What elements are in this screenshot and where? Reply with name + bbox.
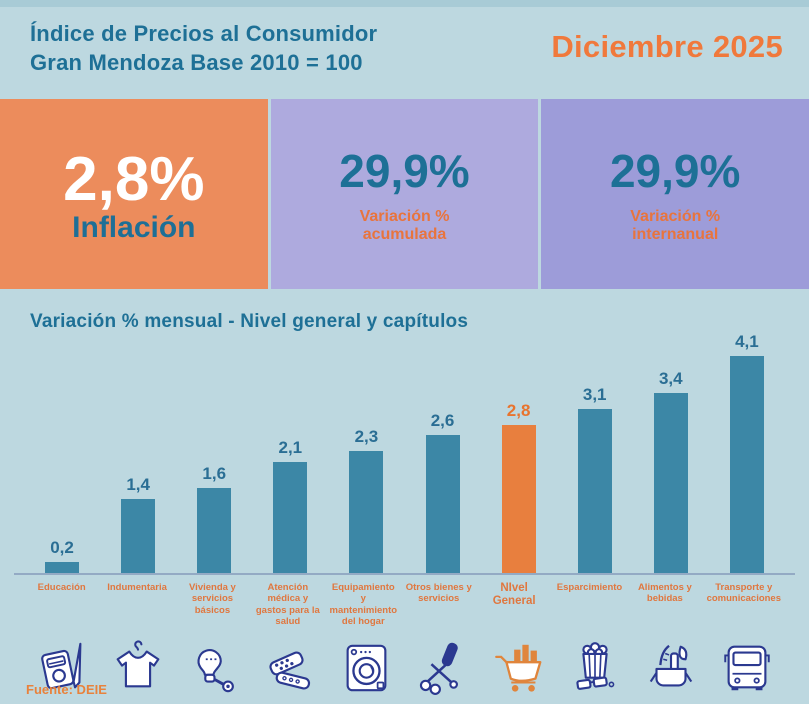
bar-value-label: 2,6 [430, 411, 455, 430]
popcorn-glasses-icon [557, 639, 633, 697]
bar [577, 409, 612, 573]
bar-value-label: 1,6 [202, 464, 227, 483]
bar [425, 435, 460, 573]
category-icon-row [14, 634, 795, 702]
bar-value-label: 2,8 [506, 401, 531, 420]
header: Índice de Precios al Consumidor Gran Men… [0, 7, 809, 99]
stat-accumulated-variation: 29,9% Variación % acumulada [270, 99, 539, 289]
interannual-label: Variación % internanual [630, 207, 721, 243]
bar [121, 499, 156, 573]
bar [349, 451, 384, 573]
scissors-shampoo-icon [404, 639, 480, 697]
stat-interannual-variation: 29,9% Variación % internanual [541, 99, 809, 289]
bar [729, 356, 764, 573]
bus-icon [709, 639, 785, 697]
bar [273, 462, 308, 573]
bar [653, 393, 688, 573]
category-label: Indumentaria [107, 582, 167, 593]
bar-value-label: 4,1 [735, 332, 759, 351]
bar-value-label: 2,1 [278, 438, 303, 457]
stat-inflation: 2,8% Inflación [0, 99, 268, 289]
lightbulb-tool-icon [176, 639, 252, 697]
category-label: Vivienda y servicios básicos [189, 582, 236, 616]
interannual-value: 29,9% [609, 144, 741, 197]
period-label: Diciembre 2025 [551, 29, 783, 64]
accumulated-value: 29,9% [339, 144, 470, 197]
pills-icon [252, 639, 328, 697]
bar-column: 0,2 [24, 538, 100, 573]
category-label: Atención médica y gastos para la salud [255, 582, 320, 628]
page-title-line2: Gran Mendoza Base 2010 = 100 [30, 50, 363, 76]
stats-row: 2,8% Inflación 29,9% Variación % acumula… [0, 99, 809, 289]
notebook-pencil-icon [24, 639, 100, 697]
category-label: Otros bienes y servicios [405, 582, 472, 605]
page-title-line1: Índice de Precios al Consumidor [30, 21, 378, 46]
page-title: Índice de Precios al Consumidor Gran Men… [30, 19, 377, 77]
bar-value-label: 1,4 [126, 475, 150, 494]
bar [45, 562, 80, 573]
bar-column: 4,1 [709, 332, 785, 573]
tshirt-icon [100, 639, 176, 697]
bar-column: 3,4 [633, 369, 709, 573]
category-label: Equipamiento y mantenimiento del hogar [329, 582, 398, 628]
category-label: Esparcimiento [556, 582, 623, 593]
bar-column: 1,6 [176, 464, 252, 573]
bar-column: 1,4 [100, 475, 176, 573]
bar-value-label: 3,1 [582, 385, 607, 404]
category-label: Transporte y comunicaciones [706, 582, 782, 605]
bar-value-label: 3,4 [658, 369, 683, 388]
shopping-cart-icon [481, 639, 557, 697]
bar [197, 488, 232, 573]
category-label: Educación [37, 582, 86, 593]
bar-value-label: 0,2 [50, 538, 74, 557]
bar-column: 2,1 [252, 438, 328, 573]
category-label: Alimentos y bebidas [637, 582, 692, 605]
category-label-row: Educación Indumentaria Vivienda y servicio… [14, 582, 795, 628]
bar-column: 2,8 [481, 401, 557, 573]
source-note: Fuente: DEIE [26, 682, 107, 697]
accumulated-label: Variación % acumulada [359, 207, 450, 243]
bar-column: 2,6 [404, 411, 480, 573]
washing-machine-icon [328, 639, 404, 697]
inflation-value: 2,8% [63, 144, 205, 214]
chart-title: Variación % mensual - Nivel general y ca… [30, 311, 469, 332]
groceries-icon [633, 639, 709, 697]
bar [501, 425, 536, 573]
inflation-label: Inflación [72, 210, 196, 244]
category-label: NIvel General [492, 582, 536, 607]
bar-chart: 0,2 1,4 1,6 2,1 2,3 2,6 2,8 3,1 3,4 4,1 [14, 332, 795, 575]
top-strip [0, 0, 809, 7]
bar-value-label: 2,3 [354, 427, 379, 446]
bar-column: 2,3 [328, 427, 404, 573]
bar-column: 3,1 [557, 385, 633, 573]
